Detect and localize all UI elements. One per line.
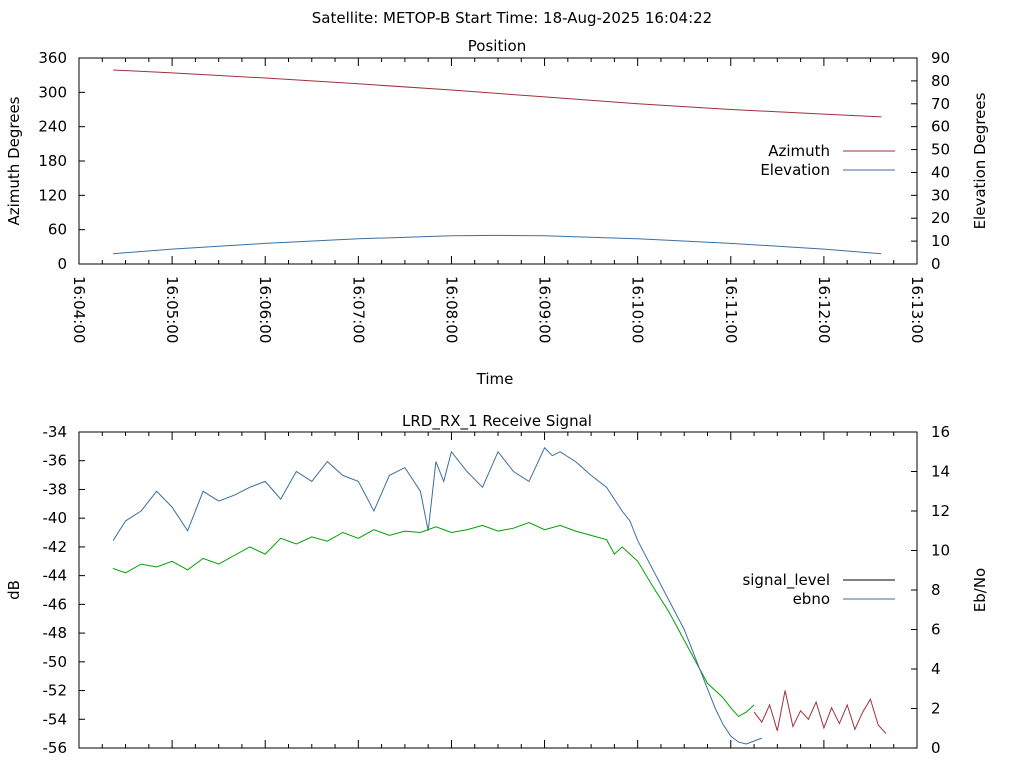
signal-ylabel-right: Eb/No xyxy=(971,568,989,612)
left-tick-label: -44 xyxy=(43,567,68,585)
position-series xyxy=(113,69,882,255)
left-tick-label: -40 xyxy=(43,509,68,527)
signal-chart-title: LRD_RX_1 Receive Signal xyxy=(402,412,592,431)
signal-plot-frame xyxy=(78,431,918,749)
right-tick-label: 10 xyxy=(931,232,950,250)
position-left-ticks: 0 60 120 180 240 300 360 xyxy=(38,49,85,273)
legend-label-elevation: Elevation xyxy=(760,161,830,179)
x-tick-label: 16:13:00 xyxy=(908,276,926,343)
right-tick-label: 0 xyxy=(931,739,941,757)
position-legend: Azimuth Elevation xyxy=(760,142,895,179)
right-tick-label: 0 xyxy=(931,255,941,273)
right-tick-label: 80 xyxy=(931,72,950,90)
right-tick-label: 16 xyxy=(931,423,950,441)
signal-legend: signal_level ebno xyxy=(742,571,895,608)
signal-ylabel-left: dB xyxy=(5,580,23,600)
position-xlabel: Time xyxy=(476,370,514,388)
right-tick-label: 6 xyxy=(931,621,941,639)
series-line-ebno xyxy=(112,446,762,745)
right-tick-label: 2 xyxy=(931,700,941,718)
right-tick-label: 40 xyxy=(931,163,950,181)
x-tick-label: 16:04:00 xyxy=(70,276,88,343)
series-line-elevation xyxy=(113,234,882,255)
right-tick-label: 8 xyxy=(931,581,941,599)
position-chart: Position 0 60 120 180 240 300 360 0 10 20 30 40 50 6… xyxy=(5,37,989,388)
right-tick-label: 14 xyxy=(931,463,950,481)
signal-x-ticks xyxy=(78,432,918,748)
right-tick-label: 50 xyxy=(931,141,950,159)
left-tick-label: -38 xyxy=(43,480,68,498)
left-tick-label: -36 xyxy=(43,452,68,470)
x-tick-label: 16:11:00 xyxy=(722,276,740,343)
right-tick-label: 12 xyxy=(931,502,950,520)
position-x-ticks: 16:04:00 16:05:00 16:06:00 16:07:00 16:08:00… xyxy=(70,58,926,343)
left-tick-label: 240 xyxy=(38,118,67,136)
series-line-azimuth xyxy=(113,69,882,118)
x-tick-label: 16:10:00 xyxy=(629,276,647,343)
position-right-ticks: 0 10 20 30 40 50 60 70 80 90 xyxy=(911,49,950,273)
left-tick-label: -46 xyxy=(43,595,68,613)
series-line-signal-level-noise xyxy=(753,690,887,734)
right-tick-label: 4 xyxy=(931,660,941,678)
left-tick-label: -56 xyxy=(43,739,68,757)
left-tick-label: -42 xyxy=(43,538,68,556)
left-tick-label: 60 xyxy=(48,221,67,239)
figure-suptitle: Satellite: METOP-B Start Time: 18-Aug-20… xyxy=(312,9,712,27)
legend-label-azimuth: Azimuth xyxy=(768,142,830,160)
legend-label-signal-level: signal_level xyxy=(742,571,830,590)
left-tick-label: 300 xyxy=(38,83,67,101)
x-tick-label: 16:05:00 xyxy=(163,276,181,343)
left-tick-label: -52 xyxy=(43,682,68,700)
x-tick-label: 16:07:00 xyxy=(349,276,367,343)
right-tick-label: 90 xyxy=(931,49,950,67)
right-tick-label: 20 xyxy=(931,209,950,227)
left-tick-label: 180 xyxy=(38,152,67,170)
signal-left-ticks: -34 -36 -38 -40 -42 -44 -46 -48 -50 -52 -54 -56 xyxy=(43,423,85,757)
right-tick-label: 60 xyxy=(931,118,950,136)
x-tick-label: 16:08:00 xyxy=(442,276,460,343)
position-ylabel-right: Elevation Degrees xyxy=(971,92,989,229)
left-tick-label: -50 xyxy=(43,653,68,671)
signal-chart: LRD_RX_1 Receive Signal -34-36-38-40-42-… xyxy=(5,412,989,757)
signal-series xyxy=(112,446,887,745)
x-tick-label: 16:06:00 xyxy=(256,276,274,343)
x-tick-label: 16:12:00 xyxy=(815,276,833,343)
left-tick-label: 0 xyxy=(57,255,67,273)
left-tick-label: 120 xyxy=(38,186,67,204)
right-tick-label: 30 xyxy=(931,186,950,204)
signal-right-ticks: 0 2 4 6 8 10 12 14 16 xyxy=(911,423,950,757)
left-tick-label: -54 xyxy=(43,710,68,728)
left-tick-label: -34 xyxy=(43,423,68,441)
position-ylabel-left: Azimuth Degrees xyxy=(5,96,23,225)
position-chart-title: Position xyxy=(468,37,526,55)
legend-label-ebno: ebno xyxy=(793,590,830,608)
right-tick-label: 10 xyxy=(931,542,950,560)
left-tick-label: -48 xyxy=(43,624,68,642)
series-line-signal-level xyxy=(112,521,755,718)
left-tick-label: 360 xyxy=(38,49,67,67)
right-tick-label: 70 xyxy=(931,95,950,113)
x-tick-label: 16:09:00 xyxy=(536,276,554,343)
